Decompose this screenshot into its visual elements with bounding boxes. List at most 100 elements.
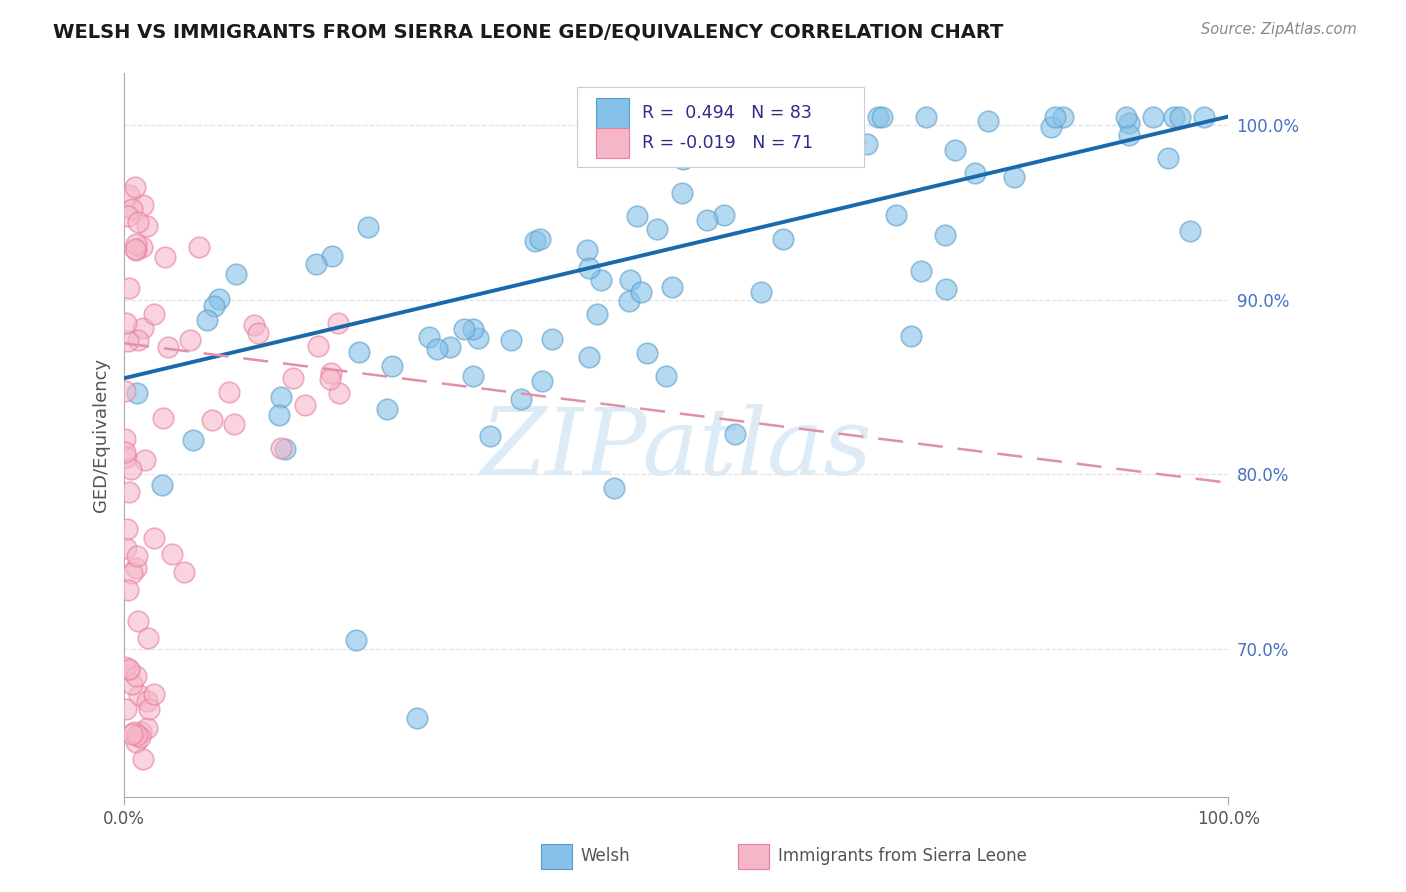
Point <box>121 202 143 216</box>
Point <box>125 669 148 683</box>
Point <box>1118 116 1140 130</box>
Point <box>187 240 209 254</box>
Point <box>115 522 138 536</box>
Point <box>134 453 156 467</box>
Point <box>855 136 877 151</box>
Point <box>114 444 136 458</box>
Point <box>242 318 264 333</box>
Point <box>1002 170 1025 185</box>
Point <box>125 386 148 401</box>
Point <box>945 143 967 157</box>
Point <box>156 340 179 354</box>
Point <box>114 316 136 330</box>
Point <box>305 257 328 271</box>
Point <box>640 110 662 124</box>
Point <box>173 566 195 580</box>
Point <box>117 209 139 223</box>
Point <box>870 110 893 124</box>
Point <box>1168 110 1191 124</box>
Point <box>129 724 152 739</box>
Point <box>270 390 292 404</box>
Point <box>1115 110 1137 124</box>
Point <box>672 152 695 166</box>
Point <box>114 432 136 446</box>
Point <box>125 561 148 575</box>
Point <box>724 426 747 441</box>
Point <box>307 339 329 353</box>
Point <box>405 711 427 725</box>
Point <box>218 384 240 399</box>
Point <box>965 166 987 180</box>
Point <box>772 232 794 246</box>
Point <box>142 687 165 701</box>
Text: ZIPatlas: ZIPatlas <box>481 404 872 494</box>
Text: R = -0.019   N = 71: R = -0.019 N = 71 <box>643 134 813 153</box>
Point <box>1157 151 1180 165</box>
Point <box>117 583 139 598</box>
Point <box>866 110 889 124</box>
Point <box>381 359 404 373</box>
Point <box>671 186 693 201</box>
Point <box>135 721 157 735</box>
Point <box>524 234 547 248</box>
Point <box>127 728 149 742</box>
Point <box>645 222 668 236</box>
Point <box>274 442 297 456</box>
Point <box>127 333 149 347</box>
Point <box>115 701 138 715</box>
Point <box>294 399 316 413</box>
Point <box>121 462 143 476</box>
Point <box>661 280 683 294</box>
Point <box>201 413 224 427</box>
Point <box>1163 110 1185 124</box>
Point <box>1043 110 1066 124</box>
Point <box>118 663 141 677</box>
Point <box>127 215 149 229</box>
Point <box>270 441 292 455</box>
Point <box>319 367 342 381</box>
Point <box>118 484 141 499</box>
Point <box>162 547 184 561</box>
Point <box>127 549 149 563</box>
Point <box>696 136 718 151</box>
Point <box>132 197 155 211</box>
Point <box>131 240 153 254</box>
Point <box>578 260 600 275</box>
Point <box>586 307 609 321</box>
Text: Source: ZipAtlas.com: Source: ZipAtlas.com <box>1201 22 1357 37</box>
Text: WELSH VS IMMIGRANTS FROM SIERRA LEONE GED/EQUIVALENCY CORRELATION CHART: WELSH VS IMMIGRANTS FROM SIERRA LEONE GE… <box>53 22 1004 41</box>
Point <box>321 249 343 263</box>
Point <box>143 307 166 321</box>
Point <box>152 410 174 425</box>
Point <box>225 267 247 281</box>
Point <box>131 321 153 335</box>
Point <box>934 227 956 242</box>
Point <box>319 372 342 386</box>
Point <box>1142 110 1164 124</box>
Point <box>1052 110 1074 124</box>
Point <box>281 370 304 384</box>
Text: R =  0.494   N = 83: R = 0.494 N = 83 <box>643 103 811 122</box>
Point <box>540 332 562 346</box>
Point <box>357 220 380 235</box>
Point <box>817 110 839 124</box>
Point <box>426 342 449 356</box>
Point <box>467 330 489 344</box>
Point <box>614 123 637 137</box>
Point <box>344 632 367 647</box>
Point <box>510 392 533 406</box>
Point <box>118 662 141 676</box>
Point <box>347 344 370 359</box>
Point <box>478 429 501 443</box>
Point <box>461 322 484 336</box>
Point <box>1178 223 1201 237</box>
Point <box>132 751 155 765</box>
Point <box>128 688 150 702</box>
Point <box>439 340 461 354</box>
Point <box>114 660 136 674</box>
Point <box>697 110 720 124</box>
Point <box>202 299 225 313</box>
Point <box>246 326 269 340</box>
Point <box>121 566 143 581</box>
Point <box>749 285 772 300</box>
